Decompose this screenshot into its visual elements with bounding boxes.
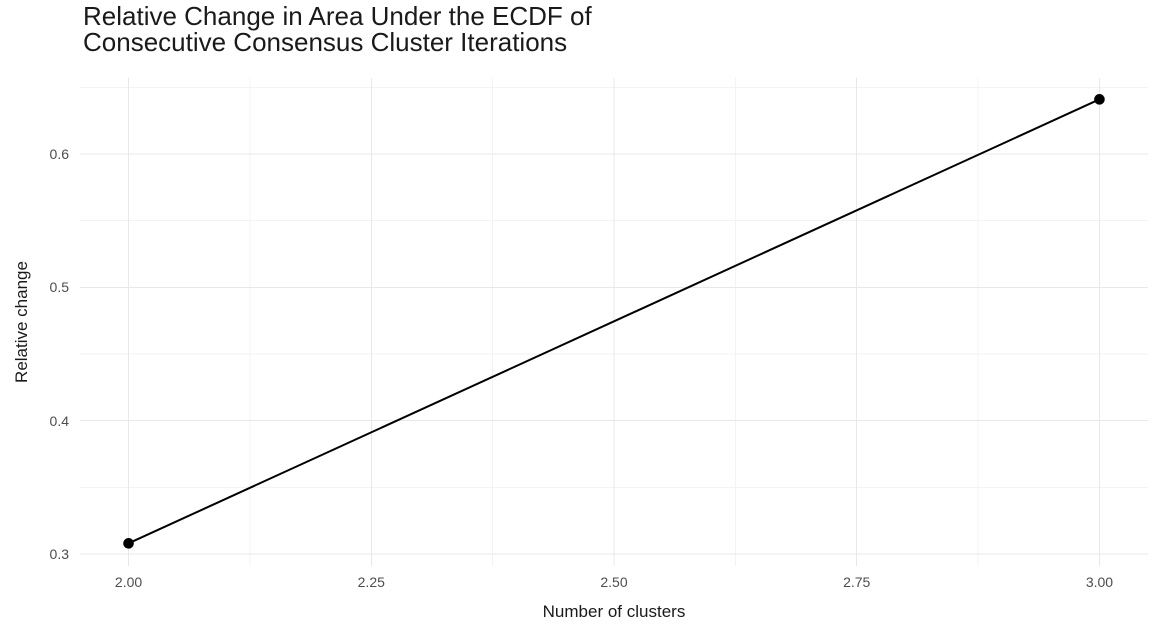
y-tick-label: 0.3 — [49, 546, 69, 562]
x-tick-label: 2.75 — [843, 574, 871, 590]
y-tick-label: 0.5 — [49, 279, 69, 296]
chart-title: Relative Change in Area Under the ECDF o… — [83, 3, 592, 55]
y-axis-tick-labels: 0.3 0.4 0.5 0.6 — [0, 78, 69, 566]
data-point — [123, 538, 134, 549]
chart-title-line-1: Relative Change in Area Under the ECDF o… — [83, 1, 592, 31]
x-tick-label: 3.00 — [1085, 574, 1114, 590]
x-tick-label: 2.50 — [600, 574, 628, 590]
x-axis-tick-labels: 2.00 2.25 2.50 2.75 3.00 — [80, 574, 1148, 590]
y-tick-label: 0.4 — [49, 412, 69, 429]
series-line — [128, 98, 1100, 545]
y-tick-label: 0.6 — [49, 146, 69, 162]
chart-title-line-2: Consecutive Consensus Cluster Iterations — [83, 27, 568, 57]
x-axis-title: Number of clusters — [542, 602, 686, 621]
x-tick-label: 2.25 — [357, 574, 385, 590]
plot-panel — [80, 78, 1148, 566]
x-tick-label: 2.00 — [114, 574, 143, 590]
data-point — [1094, 94, 1105, 105]
